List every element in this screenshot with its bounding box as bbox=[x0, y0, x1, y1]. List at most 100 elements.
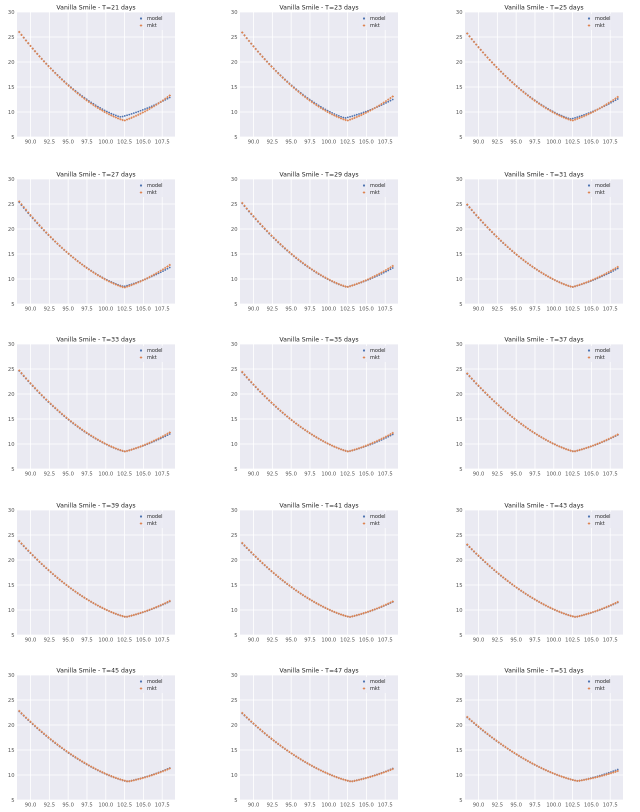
data-point bbox=[513, 584, 516, 588]
data-point bbox=[533, 267, 536, 270]
data-point bbox=[477, 554, 480, 557]
data-point bbox=[283, 747, 287, 750]
data-point bbox=[308, 598, 311, 601]
y-tick-label: 5 bbox=[459, 302, 462, 308]
data-point bbox=[94, 603, 97, 606]
data-point bbox=[515, 253, 518, 256]
x-tick-label: 95.0 bbox=[62, 140, 74, 146]
data-point bbox=[562, 283, 565, 286]
data-point bbox=[515, 419, 518, 422]
data-point bbox=[22, 714, 25, 717]
data-point bbox=[562, 116, 565, 119]
data-point bbox=[328, 608, 331, 612]
x-tick-label: 95.0 bbox=[510, 140, 522, 146]
x-tick-label: 107.5 bbox=[155, 140, 170, 146]
chart-title: Vanilla Smile - T=41 days bbox=[279, 503, 358, 510]
data-point bbox=[603, 439, 606, 443]
data-point bbox=[472, 379, 476, 382]
data-point bbox=[277, 742, 280, 745]
data-point bbox=[157, 605, 160, 608]
data-point bbox=[18, 30, 21, 34]
data-point bbox=[119, 778, 122, 781]
data-point bbox=[146, 609, 149, 612]
data-point bbox=[295, 589, 298, 592]
data-point bbox=[148, 106, 151, 109]
data-point bbox=[351, 615, 354, 618]
y-tick-label: 5 bbox=[459, 135, 462, 141]
x-tick-label: 95.0 bbox=[285, 472, 297, 478]
data-point bbox=[603, 273, 606, 276]
data-point bbox=[45, 231, 48, 234]
data-point bbox=[256, 726, 260, 729]
data-point bbox=[301, 593, 304, 597]
data-point bbox=[290, 752, 293, 755]
data-point bbox=[114, 447, 117, 450]
x-tick-label: 102.5 bbox=[340, 307, 355, 313]
data-point bbox=[495, 570, 498, 573]
y-tick-label: 30 bbox=[231, 10, 238, 16]
data-point bbox=[477, 725, 480, 728]
legend-label: model bbox=[595, 16, 611, 22]
data-point bbox=[585, 281, 588, 284]
data-point bbox=[110, 112, 113, 115]
x-tick-label: 90.0 bbox=[473, 472, 485, 478]
data-point bbox=[38, 560, 41, 563]
data-point bbox=[263, 394, 266, 398]
data-point bbox=[571, 450, 574, 453]
legend-marker-model bbox=[587, 680, 591, 683]
y-tick-label: 25 bbox=[456, 35, 463, 41]
data-point bbox=[141, 611, 144, 614]
smile-chart-14: Vanilla Smile - T=47 days 90.0 92.5 95.0 97.… bbox=[231, 668, 398, 809]
data-point bbox=[243, 373, 246, 376]
data-point bbox=[542, 603, 545, 606]
data-point bbox=[515, 753, 518, 756]
data-point bbox=[328, 278, 331, 282]
smile-chart-10: Vanilla Smile - T=39 days 90.0 92.5 95.0 97.… bbox=[8, 503, 175, 644]
data-point bbox=[387, 269, 390, 272]
data-point bbox=[569, 285, 572, 288]
series-mkt bbox=[18, 200, 171, 289]
data-point bbox=[33, 219, 37, 222]
series-mkt bbox=[18, 369, 171, 453]
data-point bbox=[78, 593, 81, 596]
legend-label: mkt bbox=[595, 521, 605, 527]
x-tick-label: 92.5 bbox=[492, 307, 504, 313]
x-tick-label: 105.0 bbox=[359, 803, 374, 809]
data-point bbox=[72, 88, 75, 91]
data-point bbox=[324, 771, 327, 774]
data-point bbox=[157, 102, 160, 105]
data-point bbox=[128, 615, 131, 618]
y-tick-label: 10 bbox=[456, 277, 463, 283]
data-point bbox=[466, 372, 469, 375]
legend-label: mkt bbox=[147, 190, 157, 196]
data-point bbox=[279, 409, 282, 412]
data-point bbox=[22, 36, 25, 39]
data-point bbox=[250, 42, 253, 45]
data-point bbox=[119, 614, 122, 617]
data-point bbox=[490, 397, 494, 401]
data-point bbox=[31, 722, 34, 725]
x-tick-label: 102.5 bbox=[117, 307, 132, 313]
data-point bbox=[69, 753, 73, 756]
data-point bbox=[103, 442, 106, 445]
y-tick-label: 25 bbox=[231, 698, 238, 704]
data-point bbox=[103, 110, 106, 113]
data-point bbox=[241, 201, 244, 205]
y-tick-label: 10 bbox=[231, 277, 238, 283]
data-point bbox=[164, 602, 167, 605]
x-tick-label: 100.0 bbox=[98, 307, 113, 313]
data-point bbox=[81, 263, 84, 266]
data-point bbox=[384, 100, 388, 103]
data-point bbox=[493, 63, 496, 66]
data-point bbox=[112, 611, 115, 615]
data-point bbox=[564, 117, 568, 120]
data-point bbox=[371, 108, 374, 111]
data-point bbox=[150, 274, 153, 277]
x-tick-label: 90.0 bbox=[25, 803, 37, 809]
data-point bbox=[241, 31, 244, 34]
data-point bbox=[31, 384, 34, 387]
data-point bbox=[259, 222, 262, 225]
data-point bbox=[564, 776, 568, 780]
legend-marker-model bbox=[139, 680, 143, 683]
x-tick-label: 105.0 bbox=[136, 803, 151, 809]
